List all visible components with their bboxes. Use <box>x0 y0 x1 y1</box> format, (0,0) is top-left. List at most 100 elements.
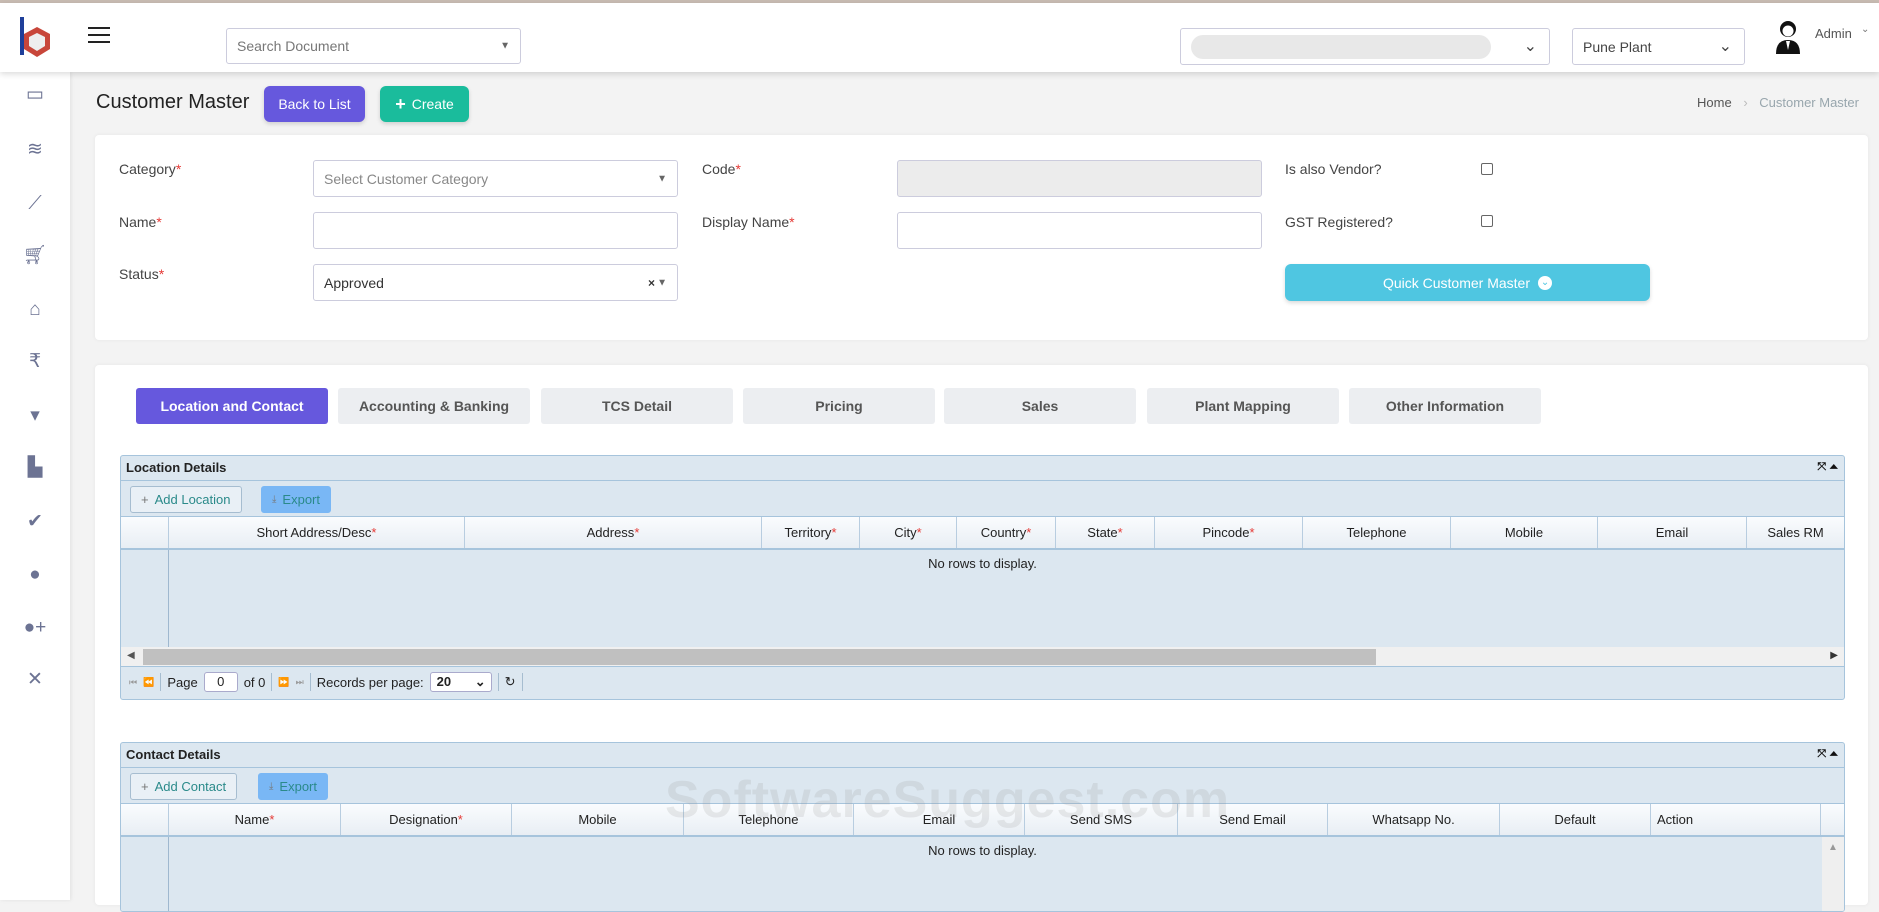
horizontal-scrollbar[interactable]: ◀ ▶ <box>121 647 1844 667</box>
plant-select[interactable]: Pune Plant ⌄ <box>1572 28 1745 65</box>
scroll-right-icon[interactable]: ▶ <box>1830 650 1838 661</box>
column-header[interactable]: Telephone <box>684 804 854 835</box>
company-select[interactable]: ⌄ <box>1180 28 1550 65</box>
back-to-list-button[interactable]: Back to List <box>264 86 365 122</box>
tab-sales[interactable]: Sales <box>944 388 1136 424</box>
refresh-icon[interactable]: ↻ <box>504 674 516 689</box>
scrollbar-thumb[interactable] <box>143 649 1376 665</box>
industry-icon[interactable]: ▙ <box>27 457 43 478</box>
column-header[interactable]: Country * <box>957 517 1056 548</box>
quick-customer-master-button[interactable]: Quick Customer Master ⌄ <box>1285 264 1650 301</box>
breadcrumb-current: Customer Master <box>1759 95 1859 110</box>
column-header[interactable]: Sales RM <box>1747 517 1844 548</box>
watermark: SoftwareSuggest.com <box>665 771 1231 829</box>
name-label: Name* <box>119 214 162 230</box>
page-number-input[interactable]: 0 <box>203 672 238 692</box>
records-per-page-label: Records per page: <box>316 674 424 690</box>
bucket-icon[interactable]: ▾ <box>30 405 40 426</box>
avatar-icon <box>1776 21 1800 54</box>
column-header[interactable]: Send SMS <box>1025 804 1178 835</box>
scroll-left-icon[interactable]: ◀ <box>127 650 135 661</box>
column-header[interactable]: Send Email <box>1178 804 1328 835</box>
tab-other-information[interactable]: Other Information <box>1349 388 1541 424</box>
column-header[interactable]: Address * <box>465 517 762 548</box>
clear-icon[interactable]: × <box>647 275 655 290</box>
add-location-button[interactable]: + Add Location <box>130 486 242 513</box>
scroll-up-icon: ▲ <box>1828 842 1838 853</box>
search-document-select[interactable]: Search Document ▼ <box>226 28 521 64</box>
column-header[interactable]: Email <box>1598 517 1747 548</box>
breadcrumb: Home › Customer Master <box>1697 95 1859 110</box>
expand-icon[interactable]: ⤧ <box>1817 748 1827 760</box>
column-header[interactable]: Mobile <box>1451 517 1598 548</box>
prev-page-icon[interactable]: ⏪ <box>143 676 155 687</box>
first-page-icon[interactable]: ⏮ <box>129 676 138 687</box>
rupee-icon[interactable]: ₹ <box>28 351 42 372</box>
category-select[interactable]: Select Customer Category ▼ <box>313 160 678 197</box>
breadcrumb-home[interactable]: Home <box>1697 95 1732 110</box>
column-header[interactable]: Email <box>854 804 1025 835</box>
add-contact-button[interactable]: + Add Contact <box>130 773 238 800</box>
user-plus-icon[interactable]: ●+ <box>23 617 47 638</box>
tab-plant-mapping[interactable]: Plant Mapping <box>1147 388 1339 424</box>
bank-icon[interactable]: ⌂ <box>29 299 41 320</box>
tab-tcs-detail[interactable]: TCS Detail <box>541 388 733 424</box>
is-also-vendor-label: Is also Vendor? <box>1285 161 1382 177</box>
user-icon[interactable]: ● <box>29 564 41 585</box>
tab-pricing[interactable]: Pricing <box>743 388 935 424</box>
monitor-icon[interactable]: ▭ <box>26 84 44 105</box>
plus-icon: + <box>395 93 406 114</box>
is-also-vendor-checkbox[interactable] <box>1481 163 1493 175</box>
status-select[interactable]: Approved × ▼ <box>313 264 678 301</box>
create-label: Create <box>411 96 454 112</box>
export-contact-button[interactable]: ⤓ Export <box>258 773 328 800</box>
records-per-page-select[interactable]: 20 ⌄ <box>429 672 492 692</box>
download-icon: ⤓ <box>269 781 274 792</box>
last-page-icon[interactable]: ⏭ <box>295 676 304 687</box>
grid-title: Contact Details <box>126 747 221 762</box>
status-label: Status* <box>119 266 165 282</box>
display-name-input[interactable] <box>897 212 1262 249</box>
column-header[interactable]: City * <box>860 517 957 548</box>
column-header[interactable]: Designation * <box>341 804 512 835</box>
user-menu[interactable]: Admin ⌄ <box>1775 20 1870 60</box>
tab-accounting-banking[interactable]: Accounting & Banking <box>338 388 530 424</box>
gst-registered-checkbox[interactable] <box>1481 215 1493 227</box>
column-header[interactable]: Short Address/Desc * <box>169 517 465 548</box>
name-input[interactable] <box>313 212 678 249</box>
contact-details-grid: Contact Details ⤧ ⏶ + Add Contact ⤓ Export … <box>120 742 1845 912</box>
layers-icon[interactable]: ≋ <box>27 139 43 160</box>
chart-line-icon[interactable]: ⟋ <box>28 193 42 214</box>
create-button[interactable]: + Create <box>380 86 469 122</box>
grid-controls: ⤧ ⏶ <box>1817 748 1838 761</box>
column-header[interactable]: Whatsapp No. <box>1328 804 1500 835</box>
category-label: Category* <box>119 161 182 177</box>
page-title: Customer Master <box>96 91 250 113</box>
vertical-scrollbar[interactable]: ▲ <box>1822 837 1844 911</box>
expand-icon[interactable]: ⤧ <box>1817 461 1827 473</box>
chevron-down-icon: ⌄ <box>1718 37 1732 55</box>
tools-icon[interactable]: ✕ <box>27 669 43 690</box>
collapse-icon[interactable]: ⏶ <box>1829 461 1838 473</box>
column-header[interactable]: Territory * <box>762 517 860 548</box>
grid-header-row: Short Address/Desc * Address * Territory * Cit… <box>121 517 1844 550</box>
collapse-icon[interactable]: ⏶ <box>1829 748 1838 760</box>
caret-down-icon: ▼ <box>657 277 667 288</box>
export-location-button[interactable]: ⤓ Export <box>261 486 331 513</box>
column-header[interactable]: Default <box>1500 804 1651 835</box>
cart-icon[interactable]: 🛒︎ <box>22 245 48 266</box>
column-header[interactable]: Action <box>1651 804 1821 835</box>
check-icon[interactable]: ✔ <box>27 511 43 532</box>
column-header[interactable]: Telephone <box>1303 517 1451 548</box>
next-page-icon[interactable]: ⏩ <box>278 676 290 687</box>
column-header[interactable]: Mobile <box>512 804 684 835</box>
tab-location-and-contact[interactable]: Location and Contact <box>136 388 328 424</box>
column-header[interactable]: Name * <box>169 804 341 835</box>
column-header[interactable]: State * <box>1056 517 1155 548</box>
caret-down-icon: ▼ <box>500 40 510 52</box>
code-input[interactable] <box>897 160 1262 197</box>
app-logo[interactable] <box>18 17 52 61</box>
grid-header-row: Name * Designation * Mobile Telephone Email Sen… <box>121 804 1844 837</box>
hamburger-menu-icon[interactable] <box>88 27 110 45</box>
column-header[interactable]: Pincode * <box>1155 517 1303 548</box>
